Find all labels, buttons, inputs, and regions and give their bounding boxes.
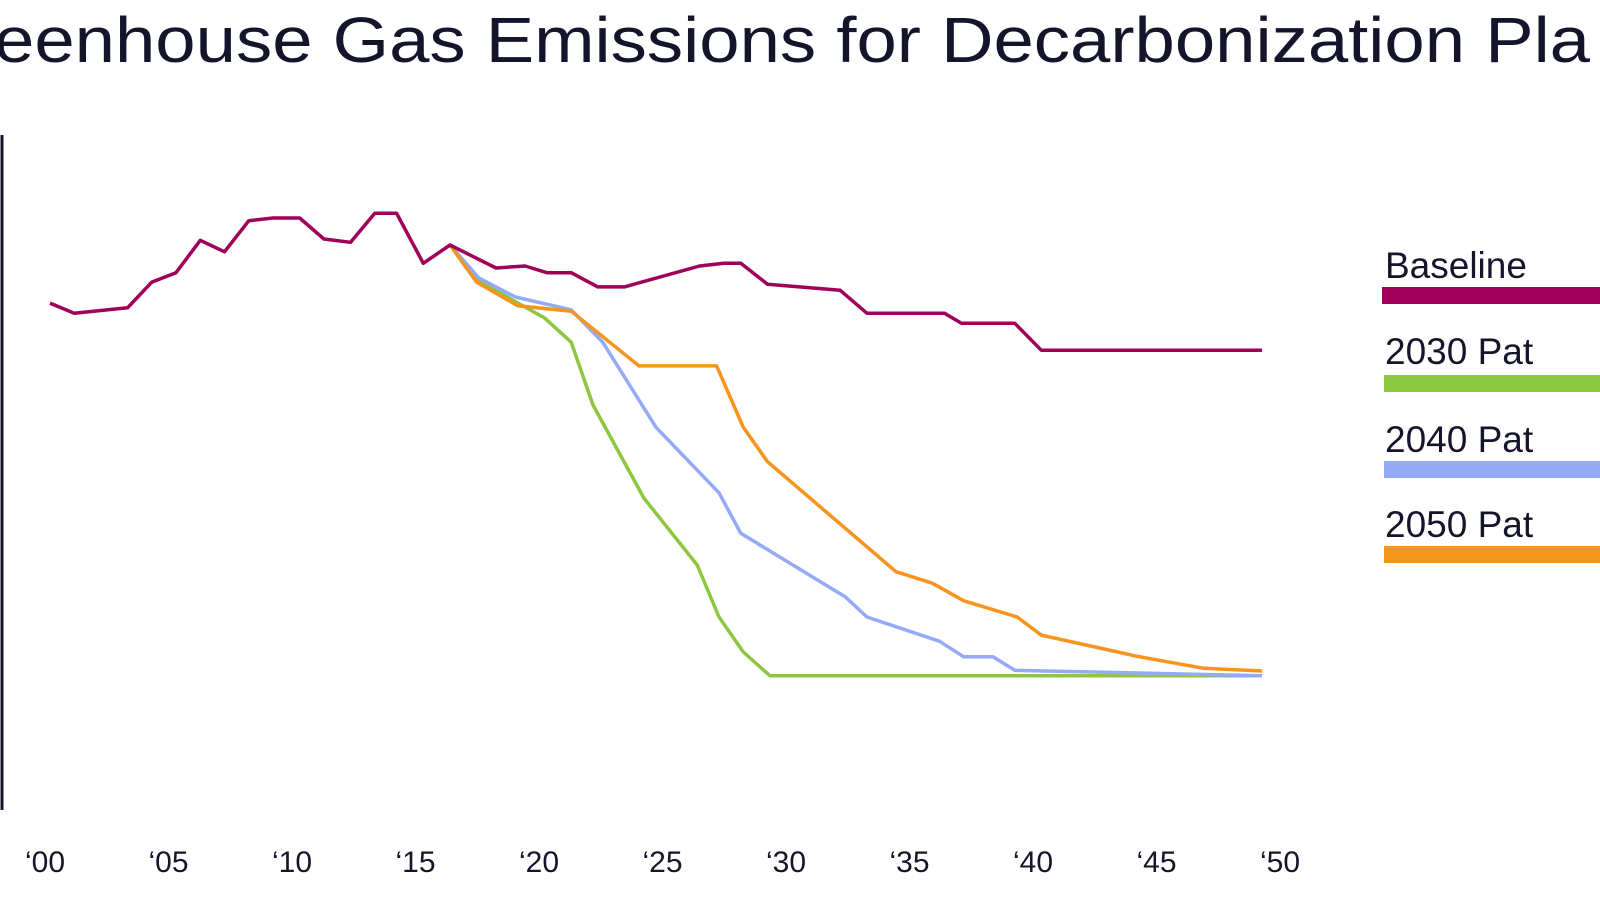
- x-tick-label: ‘10: [272, 846, 312, 879]
- series-line-2030-pat: [448, 243, 1262, 678]
- chart-title: eenhouse Gas Emissions for Decarbonizati…: [0, 4, 1590, 76]
- x-tick-label: ‘00: [25, 846, 65, 879]
- legend-swatch: [1382, 287, 1600, 304]
- x-tick-label: ‘50: [1260, 846, 1300, 879]
- series-line-2040-pat: [448, 243, 1263, 678]
- legend-label: 2040 Pat: [1385, 419, 1534, 460]
- series-line-2050-pat: [448, 243, 1263, 673]
- x-tick-label: ‘25: [642, 846, 682, 879]
- x-tick-label: ‘35: [889, 846, 929, 879]
- legend-item-2030-pat: 2030 Pat: [1384, 331, 1600, 392]
- legend-item-baseline: Baseline: [1382, 245, 1600, 304]
- legend-label: 2050 Pat: [1385, 504, 1534, 545]
- x-tick-label: ‘15: [395, 846, 435, 879]
- x-tick-label: ‘45: [1136, 846, 1176, 879]
- legend-swatch: [1384, 461, 1600, 478]
- legend-label: 2030 Pat: [1385, 331, 1534, 372]
- x-axis-ticks: ‘00 ‘05 ‘10 ‘15 ‘20 ‘25 ‘30 ‘35 ‘40 ‘45 ‘50: [25, 846, 1300, 879]
- legend: Baseline 2030 Pat 2040 Pat 2050 Pat: [1382, 245, 1600, 563]
- x-tick-label: ‘05: [148, 846, 188, 879]
- legend-label: Baseline: [1385, 245, 1527, 286]
- series-layer: [49, 211, 1263, 678]
- legend-swatch: [1384, 375, 1600, 392]
- legend-swatch: [1384, 546, 1600, 563]
- x-tick-label: ‘40: [1013, 846, 1053, 879]
- series-line-baseline: [49, 211, 1262, 353]
- legend-item-2040-pat: 2040 Pat: [1384, 419, 1600, 478]
- x-tick-label: ‘30: [766, 846, 806, 879]
- x-tick-label: ‘20: [519, 846, 559, 879]
- legend-item-2050-pat: 2050 Pat: [1384, 504, 1600, 563]
